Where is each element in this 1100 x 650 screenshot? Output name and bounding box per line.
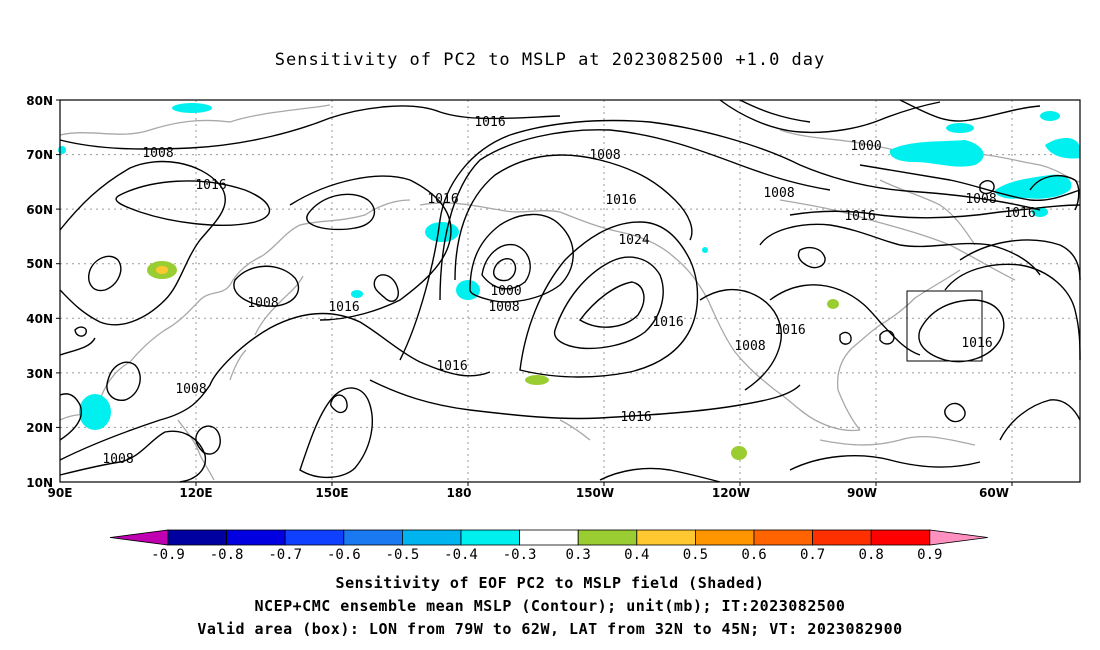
colorbar-segment [343,529,403,546]
contour-label: 1016 [844,209,875,224]
colorbar-segment [284,529,345,546]
contour-labels: 1016 1008 1016 1008 1016 1000 1008 1016 … [102,115,1035,467]
colorbar-tick-label: -0.7 [268,547,302,563]
lon-label: 150E [315,486,348,500]
contour-label: 1016 [652,315,683,330]
contour-label: 1008 [175,382,206,397]
caption-line-3: Valid area (box): LON from 79W to 62W, L… [197,620,903,638]
colorbar: -0.9 -0.8 -0.7 -0.6 -0.5 -0.4 -0.3 0.3 0.4 0.5 0.6… [109,529,988,563]
colorbar-tick-label: -0.8 [210,547,244,563]
contour-label: 1016 [195,178,226,193]
colorbar-segment [226,529,286,546]
lon-label: 120W [712,486,750,500]
colorbar-segment [460,529,520,546]
contour-label: 1008 [965,192,996,207]
colorbar-segment [577,529,638,546]
colorbar-tick-label: 0.5 [683,547,708,563]
colorbar-tick-label: -0.5 [386,547,420,563]
colorbar-segment [401,529,462,546]
lon-label: 60W [979,486,1009,500]
colorbar-tick-label: 0.4 [624,547,649,563]
colorbar-tick-label: 0.9 [917,547,942,563]
latitude-axis: 80N 70N 60N 50N 40N 30N 20N 10N [26,94,60,490]
colorbar-segment [753,529,813,546]
lat-label: 60N [26,203,53,217]
lon-label: 120E [179,486,212,500]
lon-label: 180 [446,486,471,500]
lon-label: 90E [48,486,73,500]
colorbar-segment [695,529,755,546]
map-frame [59,99,1081,483]
lat-label: 20N [26,421,53,435]
colorbar-tick-label: 0.6 [741,547,766,563]
lat-label: 10N [26,476,53,490]
contour-label: 1016 [1004,206,1035,221]
lon-label: 90W [847,486,877,500]
contour-label: 1008 [247,296,278,311]
colorbar-tick-label: -0.4 [444,547,478,563]
colorbar-segment [812,529,872,546]
contour-label: 1008 [763,186,794,201]
contour-label: 1024 [618,233,649,248]
contour-label: 1000 [490,284,521,299]
lat-label: 70N [26,148,53,162]
longitude-axis: 90E 120E 150E 180 150W 120W 90W 60W [48,482,1013,500]
contour-label: 1008 [488,300,519,315]
contour-label: 1008 [102,452,133,467]
colorbar-left-arrow [109,529,169,546]
lon-label: 150W [576,486,614,500]
colorbar-tick-label: 0.8 [859,547,884,563]
colorbar-segment [167,529,227,546]
map-title: Sensitivity of PC2 to MSLP at 2023082500… [274,50,826,70]
colorbar-segment [870,529,931,546]
colorbar-segment [519,529,579,546]
contour-label: 1016 [474,115,505,130]
contour-label: 1016 [774,323,805,338]
valid-area-box [906,290,983,362]
caption-line-2: NCEP+CMC ensemble mean MSLP (Contour); u… [254,597,846,615]
contour-label: 1008 [142,146,173,161]
contour-label: 1016 [620,410,651,425]
colorbar-tick-label: -0.6 [327,547,361,563]
colorbar-tick-label: 0.3 [566,547,591,563]
lat-label: 80N [26,94,53,108]
caption-line-1: Sensitivity of EOF PC2 to MSLP field (Sh… [335,574,765,592]
colorbar-right-arrow [929,529,988,546]
contour-label: 1008 [589,148,620,163]
contour-label: 1016 [961,336,992,351]
colorbar-tick-label: 0.7 [800,547,825,563]
contour-label: 1016 [328,300,359,315]
sensitivity-shading [58,103,1080,460]
contour-label: 1016 [605,193,636,208]
contour-label: 1000 [850,139,881,154]
lat-label: 50N [26,257,53,271]
lat-label: 30N [26,367,53,381]
lat-label: 40N [26,312,53,326]
colorbar-tick-label: -0.9 [151,547,185,563]
contour-label: 1016 [436,359,467,374]
contour-label: 1016 [427,192,458,207]
colorbar-segment [636,529,696,546]
mslp-contours [59,99,1081,483]
colorbar-tick-label: -0.3 [503,547,537,563]
contour-label: 1008 [734,339,765,354]
